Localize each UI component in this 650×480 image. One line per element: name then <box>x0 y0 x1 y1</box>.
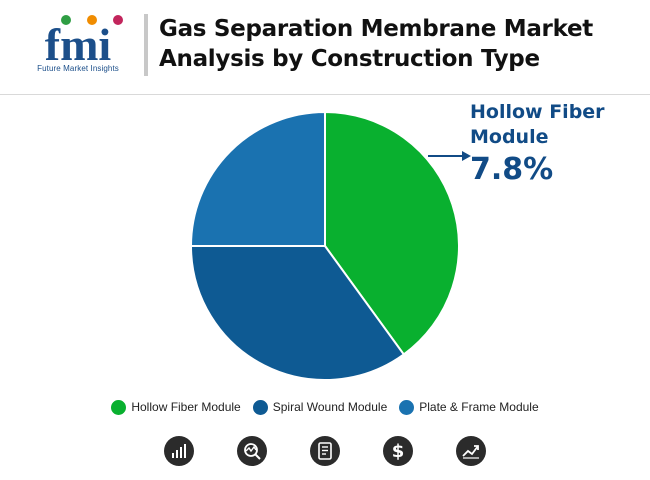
legend-swatch <box>252 399 268 415</box>
chart-legend: Hollow Fiber Module Spiral Wound Module … <box>0 396 650 418</box>
legend-swatch <box>399 399 415 415</box>
legend-item-spiral-wound[interactable]: Spiral Wound Module <box>252 399 388 415</box>
legend-item-hollow-fiber[interactable]: Hollow Fiber Module <box>111 399 241 415</box>
callout-value: 7.8% <box>470 152 554 187</box>
footer-icon-row: $ <box>0 436 650 468</box>
pie-chart <box>189 110 471 381</box>
fmi-logo[interactable]: fmi Future Market Insights <box>22 12 134 78</box>
logo-dot-orange <box>87 15 97 25</box>
bar-chart-icon[interactable] <box>164 436 194 466</box>
dollar-icon[interactable]: $ <box>383 436 413 466</box>
pie-slice-plate-frame-module[interactable] <box>189 110 326 247</box>
callout-label-line-2: Module <box>470 126 549 148</box>
pie-slices <box>189 110 460 381</box>
header-separator <box>0 94 650 95</box>
page-title: Gas Separation Membrane Market Analysis … <box>159 14 629 74</box>
svg-text:$: $ <box>392 441 405 461</box>
legend-item-plate-frame[interactable]: Plate & Frame Module <box>399 399 539 415</box>
trend-line-icon[interactable] <box>456 436 486 466</box>
logo-caption: Future Market Insights <box>37 64 119 73</box>
logo-text: fmi <box>45 19 112 64</box>
report-document-icon[interactable] <box>310 436 340 466</box>
legend-label: Plate & Frame Module <box>419 400 539 414</box>
fmi-logo-mark: fmi <box>45 15 123 70</box>
highlight-callout: Hollow Fiber Module 7.8% <box>470 100 640 190</box>
callout-label-line-1: Hollow Fiber <box>470 101 605 123</box>
legend-swatch <box>111 399 127 415</box>
legend-label: Hollow Fiber Module <box>131 400 241 414</box>
title-line-1: Gas Separation Membrane Market <box>159 16 593 42</box>
legend-label: Spiral Wound Module <box>272 400 388 414</box>
pie-slice-hollow-fiber-module[interactable] <box>324 110 460 356</box>
logo-dot-pink <box>113 15 123 25</box>
logo-dot-green <box>61 15 71 25</box>
header: fmi Future Market Insights Gas Separatio… <box>0 0 650 92</box>
search-analysis-icon[interactable] <box>237 436 267 466</box>
header-divider <box>144 14 148 76</box>
pie-slice-spiral-wound-module[interactable] <box>189 245 406 381</box>
title-line-2: Analysis by Construction Type <box>159 46 540 72</box>
callout-arrow <box>428 151 471 161</box>
